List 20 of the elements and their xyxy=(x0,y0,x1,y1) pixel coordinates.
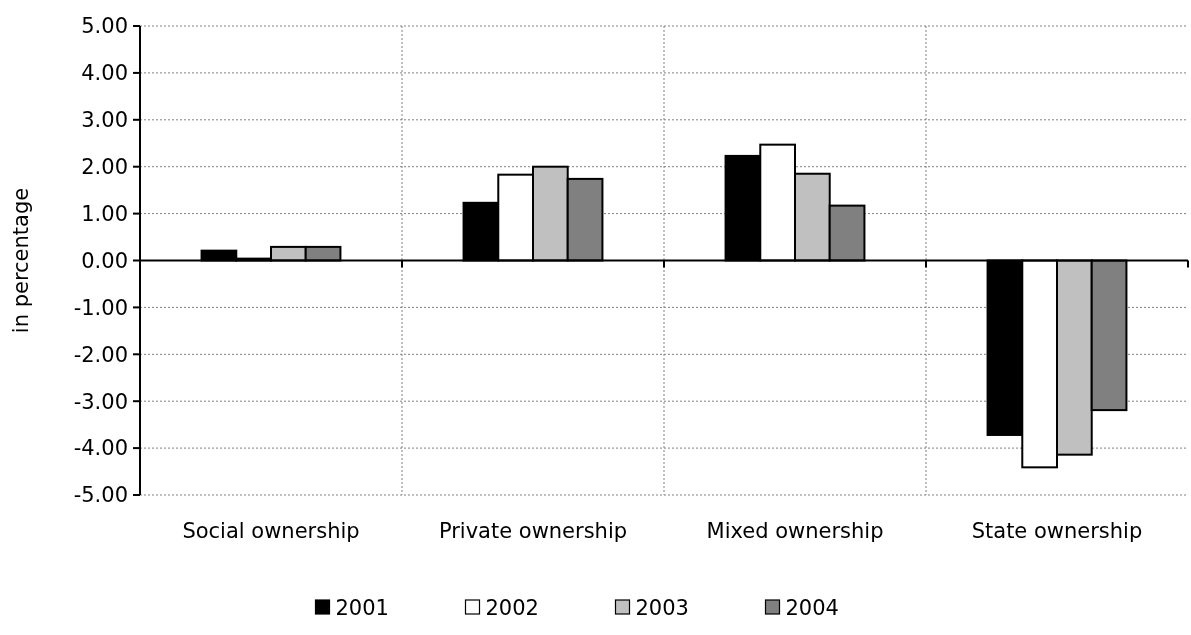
y-axis-title: in percentage xyxy=(9,187,33,334)
y-tick-label: 5.00 xyxy=(81,14,128,39)
x-tick-label: Private ownership xyxy=(438,519,628,543)
y-tick-label: 2.00 xyxy=(81,155,128,180)
y-tick-label: -1.00 xyxy=(73,295,128,320)
x-tick-label: State ownership xyxy=(971,519,1143,543)
legend-label: 2002 xyxy=(485,596,539,620)
y-tick-label: -5.00 xyxy=(73,483,128,508)
y-tick-label: -2.00 xyxy=(73,342,128,367)
legend-label: 2004 xyxy=(785,596,839,620)
x-tick-label: Social ownership xyxy=(182,519,360,543)
legend-label: 2001 xyxy=(335,596,389,620)
y-tick-label: 0.00 xyxy=(81,248,128,273)
y-tick-label: 3.00 xyxy=(81,108,128,133)
legend-label: 2003 xyxy=(635,596,689,620)
y-tick-label: 1.00 xyxy=(81,201,128,226)
y-tick-label: -3.00 xyxy=(73,389,128,414)
y-tick-label: 4.00 xyxy=(81,61,128,86)
x-tick-label: Mixed ownership xyxy=(706,519,884,543)
y-tick-label: -4.00 xyxy=(73,436,128,461)
